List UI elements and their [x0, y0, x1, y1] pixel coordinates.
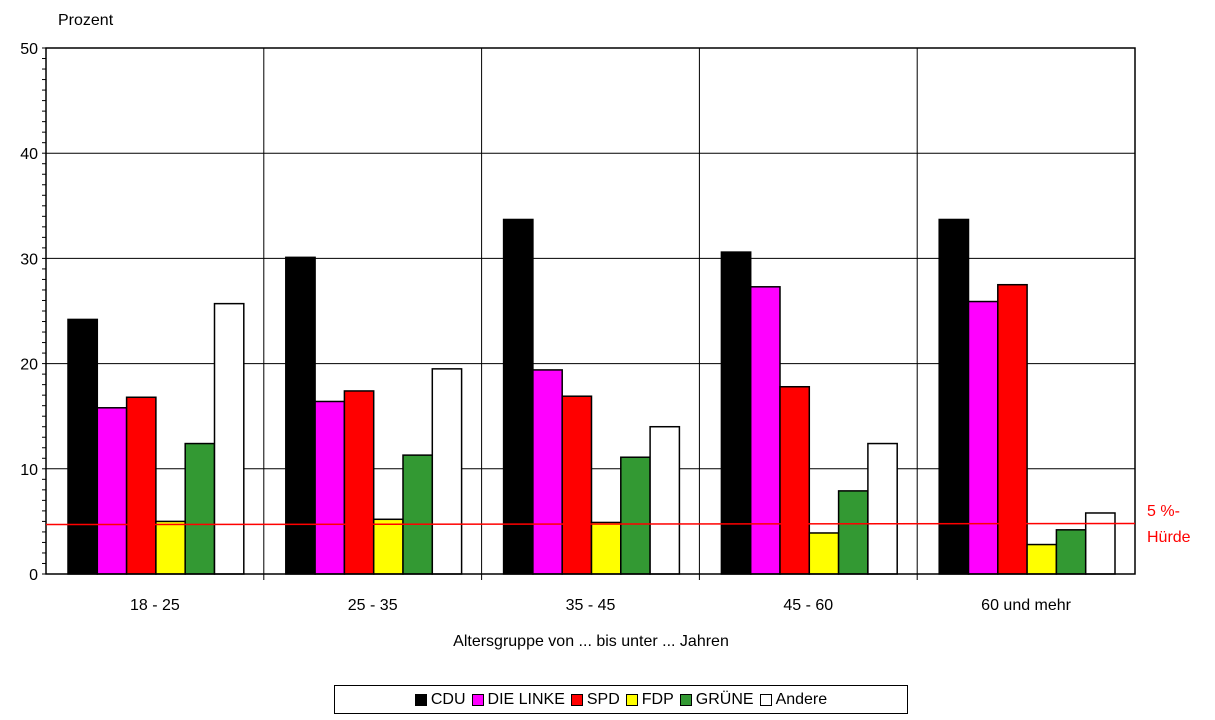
legend-item: Andere	[759, 690, 828, 709]
legend-item: GRÜNE	[679, 690, 754, 709]
bar-andere-2	[649, 425, 681, 575]
legend-swatch	[679, 693, 692, 706]
legend-label: DIE LINKE	[487, 690, 565, 708]
bar-die-linke-4	[967, 300, 999, 575]
legend: CDU DIE LINKE SPD FDP GRÜNE Andere	[334, 685, 908, 714]
threshold: 5 %- Hürde	[45, 503, 1191, 546]
legend-swatch	[570, 693, 583, 706]
bars	[67, 218, 1116, 575]
bar-gr-ne-1	[402, 454, 434, 575]
legend-label: GRÜNE	[695, 690, 754, 708]
bar-die-linke-3	[749, 286, 781, 575]
legend-item: FDP	[625, 690, 674, 709]
threshold-label: 5 %-	[1147, 503, 1180, 520]
y-tick-label: 0	[29, 567, 38, 584]
bar-spd-3	[779, 385, 811, 575]
bar-fdp-2	[590, 521, 622, 575]
bar-gr-ne-2	[620, 456, 651, 575]
bar-andere-1	[431, 368, 463, 575]
x-tick-label: 18 - 25	[130, 597, 180, 614]
y-tick-label: 10	[20, 462, 38, 479]
bar-die-linke-0	[96, 407, 128, 575]
bar-gr-ne-4	[1055, 529, 1087, 575]
legend-swatch	[759, 693, 772, 706]
bar-cdu-1	[285, 256, 316, 575]
bar-fdp-4	[1026, 543, 1058, 575]
x-axis-label: Altersgruppe von ... bis unter ... Jahre…	[453, 633, 729, 650]
x-tick-label: 45 - 60	[783, 597, 833, 614]
bar-chart: 0 10 20 30 40 50 18 - 25 25 - 35 35 - 45 45 - 60 6…	[20, 12, 1191, 650]
bar-cdu-0	[67, 318, 99, 575]
axes: 0 10 20 30 40 50 18 - 25 25 - 35 35 - 45 45 - 60 6…	[20, 41, 1136, 614]
threshold-line	[45, 522, 1136, 526]
bar-spd-4	[997, 283, 1028, 575]
threshold-label-2: Hürde	[1147, 529, 1191, 546]
x-tick-label: 60 und mehr	[981, 597, 1072, 614]
plot-frame	[45, 47, 1136, 575]
bar-spd-1	[343, 390, 375, 575]
y-tick-label: 50	[20, 41, 38, 58]
legend-label: Andere	[775, 690, 828, 708]
bar-andere-4	[1084, 512, 1116, 575]
legend-swatch	[414, 693, 427, 706]
bar-gr-ne-3	[837, 490, 869, 575]
bar-andere-0	[213, 302, 245, 575]
legend-item: CDU	[414, 690, 466, 709]
bar-spd-0	[125, 396, 157, 575]
y-tick-label: 40	[20, 146, 38, 163]
y-tick-label: 30	[20, 251, 38, 268]
bar-die-linke-2	[532, 369, 563, 575]
bar-fdp-1	[372, 518, 404, 575]
legend-item: DIE LINKE	[471, 690, 565, 709]
bar-die-linke-1	[314, 400, 346, 575]
bar-gr-ne-0	[184, 442, 216, 575]
legend-label: FDP	[641, 690, 674, 708]
legend-item: SPD	[570, 690, 620, 709]
legend-label: SPD	[586, 690, 620, 708]
bar-cdu-2	[502, 218, 534, 575]
legend-label: CDU	[430, 690, 466, 708]
bar-cdu-3	[720, 251, 752, 575]
y-axis-label: Prozent	[58, 12, 114, 29]
x-tick-label: 35 - 45	[566, 597, 616, 614]
bar-andere-3	[867, 442, 898, 575]
y-tick-label: 20	[20, 357, 38, 374]
bar-cdu-4	[938, 218, 970, 575]
bar-spd-2	[561, 395, 593, 575]
bar-fdp-3	[808, 532, 840, 575]
bar-fdp-0	[155, 520, 186, 575]
x-tick-label: 25 - 35	[348, 597, 398, 614]
legend-swatch	[471, 693, 484, 706]
legend-swatch	[625, 693, 638, 706]
